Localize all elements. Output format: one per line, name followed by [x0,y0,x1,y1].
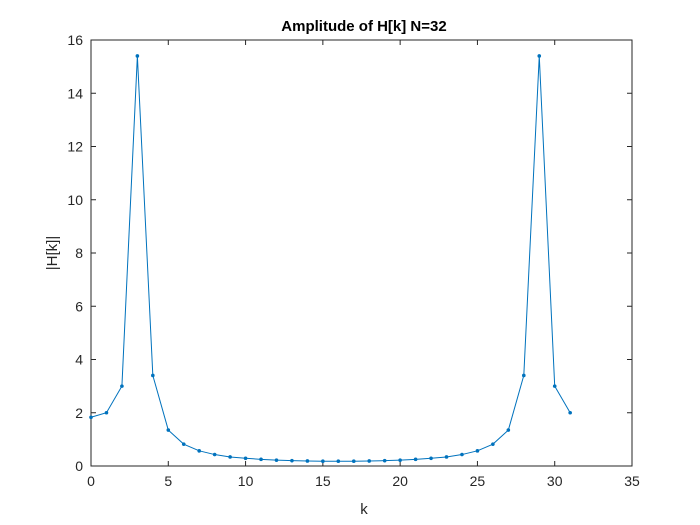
data-point [212,452,217,457]
x-axis-label: k [360,501,368,518]
x-tick-label: 30 [547,473,563,489]
y-tick-label: 6 [75,298,83,314]
data-point [429,456,433,461]
data-point [228,455,232,459]
x-tick-label: 15 [315,473,331,489]
data-point [506,428,511,432]
data-point [351,459,356,464]
data-point [460,452,464,457]
y-tick-label: 14 [67,85,83,101]
data-point [305,459,310,463]
data-point [398,458,402,462]
data-point [274,458,279,462]
data-point [444,455,449,459]
data-point [568,410,572,415]
data-point [336,459,341,464]
data-point [413,457,418,462]
y-tick-label: 8 [75,245,83,261]
data-point [522,373,526,378]
y-axis-ticks: 0 2 4 6 8 10 12 14 16 [67,32,632,474]
plot-area [90,39,633,467]
data-point [120,384,124,388]
data-point [552,384,557,388]
y-axis-label: |H[k]| [44,236,61,270]
data-point [166,428,171,432]
data-series [89,54,572,464]
x-tick-label: 5 [164,473,172,489]
data-point [321,459,325,464]
data-point [135,54,140,58]
data-point [475,449,480,453]
data-point [491,442,495,446]
x-tick-label: 25 [470,473,486,489]
x-tick-label: 10 [238,473,254,489]
data-point [197,449,201,453]
x-tick-label: 20 [392,473,408,489]
data-point [181,442,186,446]
data-point [290,458,294,463]
chart-title: Amplitude of H[k] N=32 [281,18,446,35]
y-tick-label: 12 [67,139,83,155]
x-tick-label: 35 [624,473,640,489]
data-point [537,54,542,58]
y-tick-label: 4 [75,352,83,368]
x-tick-label: 0 [87,473,95,489]
x-axis-ticks: 0 5 10 15 20 25 30 35 [87,40,640,489]
data-point [104,410,109,415]
y-tick-label: 10 [67,192,83,208]
data-point [382,458,387,463]
series-line [90,55,571,462]
y-tick-label: 0 [75,458,83,474]
y-tick-label: 16 [67,32,83,48]
data-point [243,456,248,461]
data-point [89,415,93,420]
y-tick-label: 2 [75,405,83,421]
data-point [367,459,372,463]
data-point [259,457,263,462]
plot-frame [90,39,633,467]
data-point [151,373,155,378]
